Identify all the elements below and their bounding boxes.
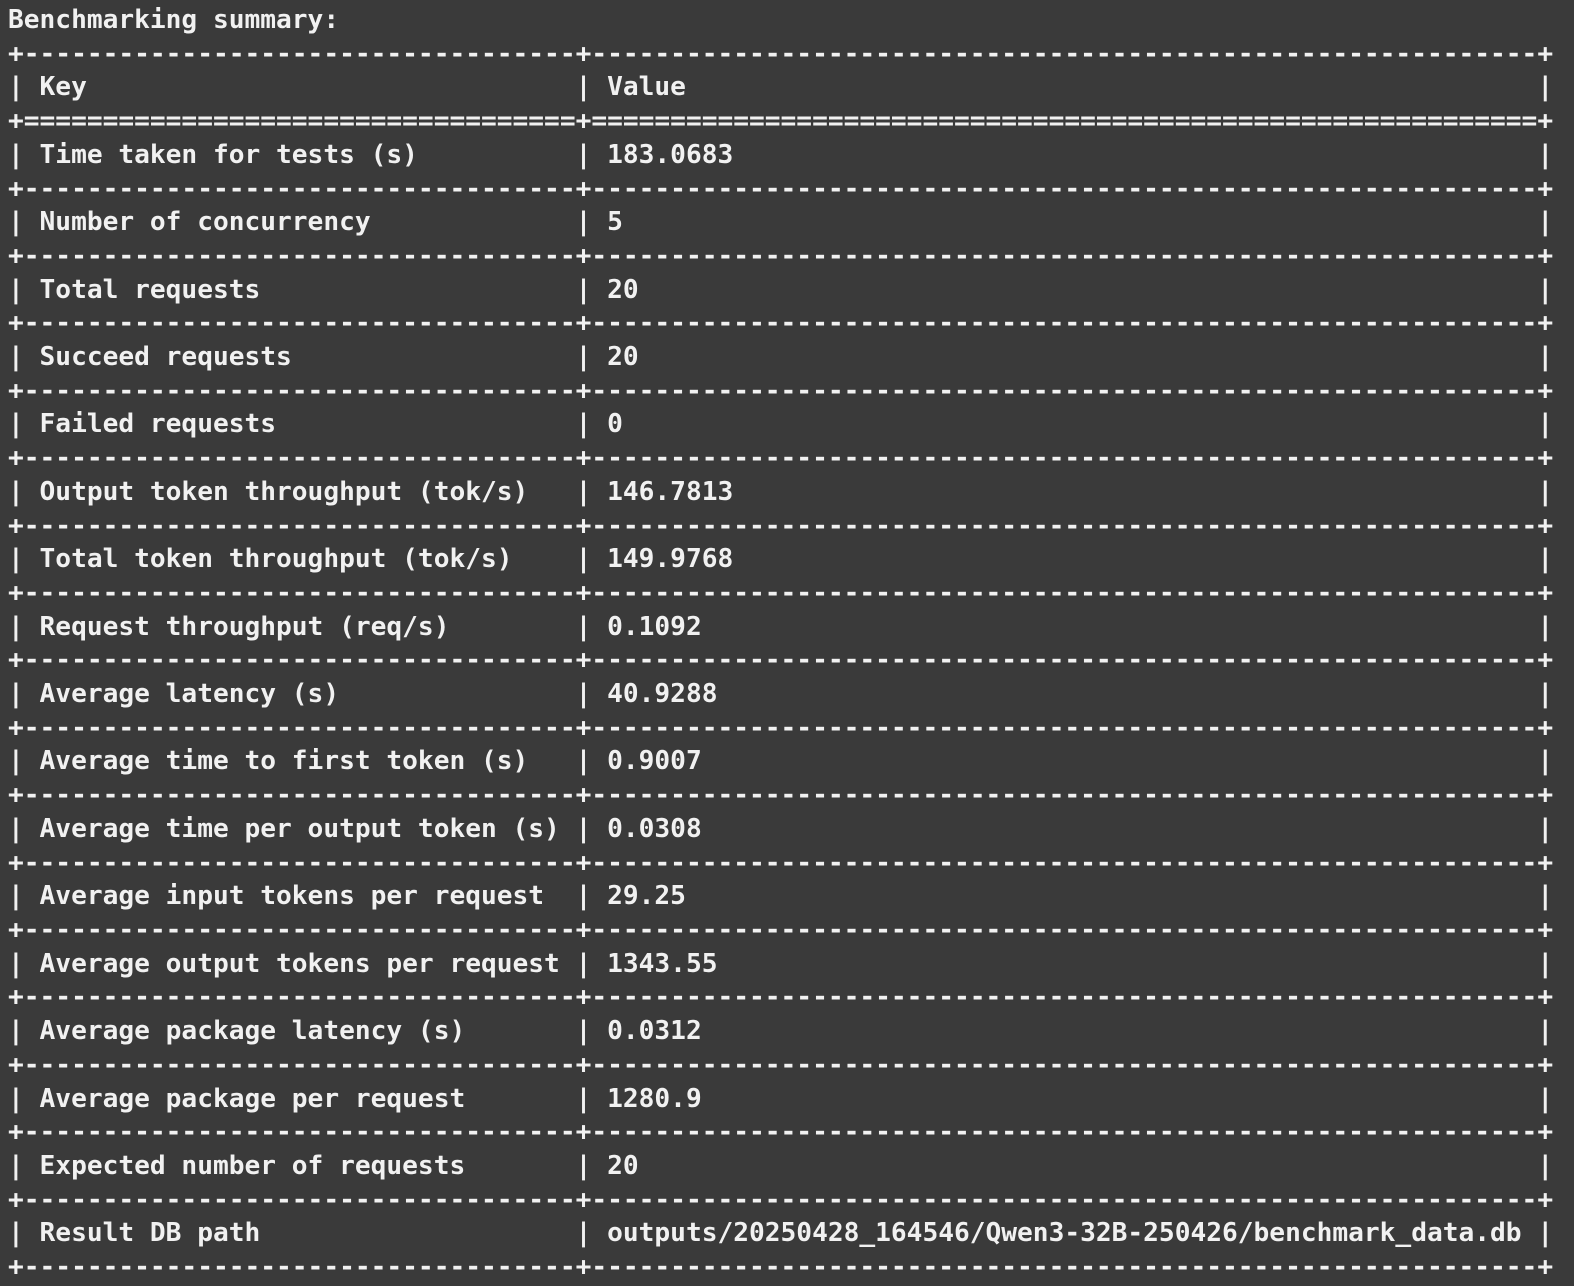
benchmark-summary-table: +-----------------------------------+---… [8, 38, 1554, 1283]
summary-title: Benchmarking summary: [8, 5, 340, 35]
